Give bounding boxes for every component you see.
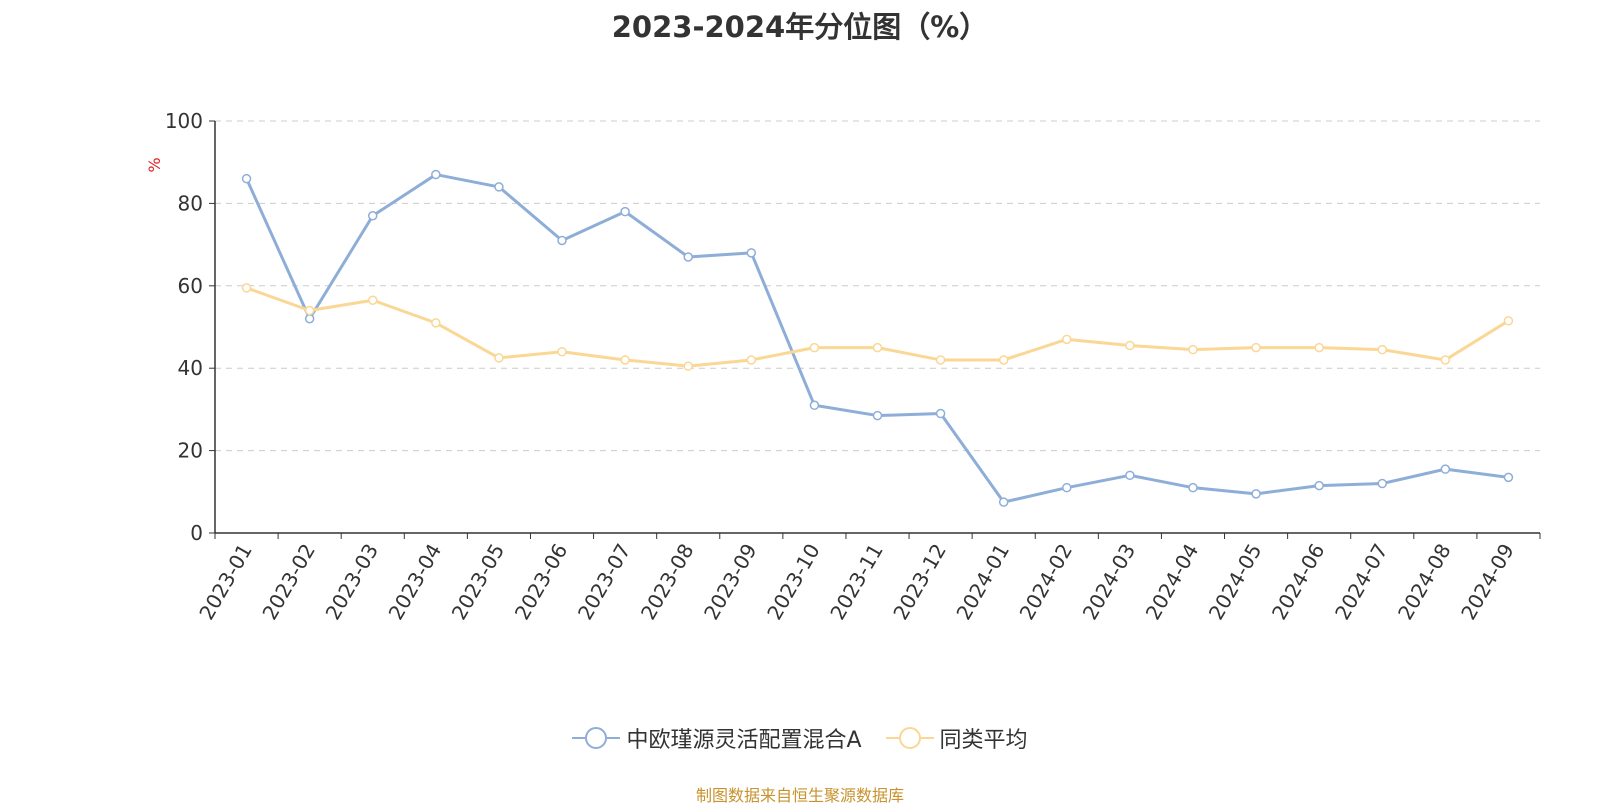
y-ticks: 0 20 40 60 80 100: [165, 109, 215, 545]
data-point[interactable]: [1377, 478, 1388, 489]
x-tick-label: 2023-06: [510, 540, 573, 624]
data-point[interactable]: [304, 314, 315, 324]
data-point[interactable]: [304, 305, 315, 316]
y-tick-label: 100: [165, 109, 203, 133]
x-ticks: 2023-01 2023-02 2023-03 2023-04 2023-05 2023-…: [194, 533, 1541, 624]
x-tick-label: 2023-08: [636, 540, 699, 624]
data-point[interactable]: [494, 182, 504, 192]
x-tick-label: 2024-02: [1015, 540, 1078, 624]
x-tick-label: 2023-04: [384, 540, 447, 624]
y-tick-label: 40: [178, 356, 203, 380]
series-line: [245, 173, 1509, 504]
data-point[interactable]: [872, 410, 883, 421]
series-1: [241, 283, 1514, 371]
data-point[interactable]: [557, 235, 567, 246]
data-point[interactable]: [809, 400, 820, 411]
data-point[interactable]: [1062, 334, 1072, 345]
x-tick-label: 2023-05: [447, 540, 510, 624]
data-point[interactable]: [620, 355, 630, 365]
data-point[interactable]: [935, 408, 946, 419]
data-point[interactable]: [1503, 316, 1514, 326]
axes: [214, 121, 1540, 534]
y-tick-label: 60: [178, 274, 203, 298]
data-point[interactable]: [241, 283, 252, 293]
data-point[interactable]: [367, 211, 378, 221]
x-tick-label: 2023-09: [699, 540, 762, 624]
data-point[interactable]: [1440, 355, 1451, 365]
data-point[interactable]: [1314, 342, 1324, 353]
x-tick-label: 2024-09: [1456, 540, 1519, 624]
data-point[interactable]: [557, 346, 567, 357]
data-source-note: 制图数据来自恒生聚源数据库: [695, 786, 904, 805]
x-tick-label: 2024-05: [1204, 540, 1267, 624]
data-point[interactable]: [1440, 464, 1451, 474]
x-tick-label: 2024-07: [1330, 540, 1393, 624]
data-point[interactable]: [998, 497, 1009, 507]
data-point[interactable]: [367, 295, 378, 305]
legend-marker-category-average: [885, 727, 934, 749]
data-point[interactable]: [746, 248, 757, 258]
data-point[interactable]: [1188, 482, 1198, 493]
legend: 中欧瑾源灵活配置混合A 同类平均: [0, 722, 1600, 754]
x-tick-label: 2023-01: [194, 540, 257, 624]
series-layer: [241, 169, 1514, 507]
legend-marker-fund: [572, 727, 621, 749]
y-axis-label: %: [145, 157, 164, 172]
chart-title: 2023-2024年分位图（%）: [611, 10, 989, 44]
data-point[interactable]: [431, 318, 441, 328]
data-point[interactable]: [1251, 489, 1261, 499]
data-point[interactable]: [998, 355, 1009, 365]
legend-item-fund[interactable]: 中欧瑾源灵活配置混合A: [572, 722, 862, 754]
data-point[interactable]: [1503, 472, 1514, 483]
legend-label-category-average: 同类平均: [939, 728, 1028, 753]
legend-label-fund: 中欧瑾源灵活配置混合A: [626, 728, 862, 753]
x-tick-label: 2023-03: [320, 540, 383, 624]
x-tick-label: 2023-10: [762, 540, 825, 624]
data-point[interactable]: [746, 355, 757, 365]
x-tick-label: 2024-04: [1141, 540, 1204, 624]
data-point[interactable]: [1377, 344, 1388, 355]
data-point[interactable]: [683, 252, 693, 262]
data-point[interactable]: [1251, 342, 1261, 353]
legend-item-category-average[interactable]: 同类平均: [885, 722, 1028, 754]
x-tick-label: 2023-11: [825, 540, 888, 624]
data-point[interactable]: [241, 173, 252, 184]
x-tick-label: 2024-06: [1267, 540, 1330, 624]
grid-lines: [215, 120, 1540, 452]
series-0: [241, 169, 1514, 507]
data-point[interactable]: [872, 342, 883, 353]
data-point[interactable]: [1314, 480, 1324, 491]
x-tick-label: 2024-03: [1078, 540, 1141, 624]
x-tick-label: 2024-08: [1393, 540, 1456, 624]
data-point[interactable]: [1125, 470, 1135, 481]
data-point[interactable]: [620, 206, 630, 217]
data-point[interactable]: [1188, 344, 1198, 355]
x-tick-label: 2024-01: [951, 539, 1014, 623]
x-tick-label: 2023-07: [573, 540, 636, 624]
x-tick-label: 2023-02: [257, 540, 320, 624]
data-point[interactable]: [494, 353, 504, 363]
y-tick-label: 20: [178, 439, 203, 463]
data-point[interactable]: [683, 361, 693, 371]
data-point[interactable]: [431, 169, 441, 180]
y-tick-label: 80: [178, 191, 203, 215]
y-tick-label: 0: [190, 521, 203, 545]
x-tick-label: 2023-12: [888, 540, 951, 624]
data-point[interactable]: [1125, 340, 1135, 351]
data-point[interactable]: [1062, 482, 1072, 493]
data-point[interactable]: [935, 355, 946, 365]
data-point[interactable]: [809, 342, 820, 353]
